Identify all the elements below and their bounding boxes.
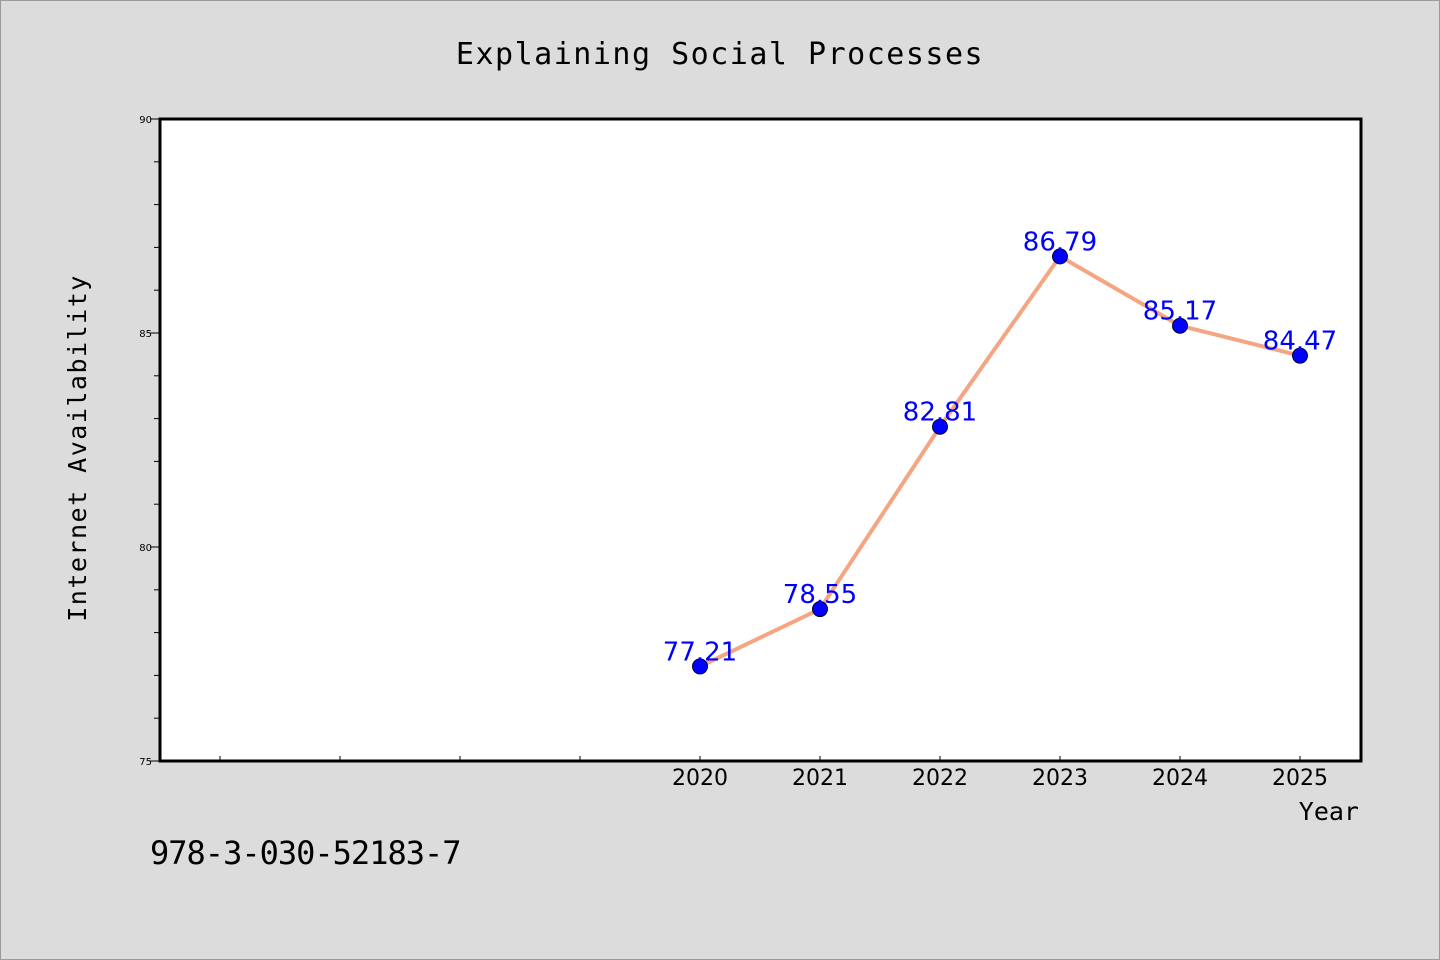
data-labels: 77.21 78.55 82.81 86.79 85.17 84.47: [663, 227, 1337, 667]
data-point: [1292, 347, 1308, 364]
data-point: [1052, 248, 1068, 265]
y-tick-label: 85: [139, 329, 152, 340]
x-tick-label: 2022: [912, 766, 968, 791]
x-tick-label: 2020: [672, 766, 728, 791]
y-axis: 75 80 85 90: [139, 115, 159, 768]
x-axis-label: Year: [1299, 797, 1359, 826]
chart-title: Explaining Social Processes: [456, 37, 984, 72]
y-tick-label: 75: [139, 757, 152, 768]
plot-area: [160, 119, 1361, 761]
x-tick-label: 2025: [1272, 766, 1328, 791]
data-label: 77.21: [663, 637, 737, 667]
x-tick-label: 2024: [1152, 766, 1208, 791]
data-label: 82.81: [903, 398, 977, 428]
data-label: 84.47: [1263, 327, 1337, 357]
series-line: [698, 254, 1302, 669]
data-point: [932, 418, 948, 435]
data-label: 86.79: [1023, 227, 1097, 257]
y-tick-label: 80: [139, 543, 152, 554]
x-tick-label: 2023: [1032, 766, 1088, 791]
isbn-text: 978-3-030-52183-7: [150, 834, 462, 872]
data-label: 78.55: [783, 580, 857, 610]
data-markers: [692, 248, 1308, 675]
y-axis-label: Internet Availability: [63, 274, 92, 622]
data-point: [692, 658, 708, 675]
x-tick-label: 2021: [792, 766, 848, 791]
data-point: [812, 601, 828, 618]
data-label: 85.17: [1143, 297, 1217, 327]
x-axis: 2020 2021 2022 2023 2024 2025: [219, 756, 1328, 791]
data-point: [1172, 317, 1188, 334]
plot-border: [158, 117, 1363, 763]
y-tick-label: 90: [139, 115, 152, 126]
